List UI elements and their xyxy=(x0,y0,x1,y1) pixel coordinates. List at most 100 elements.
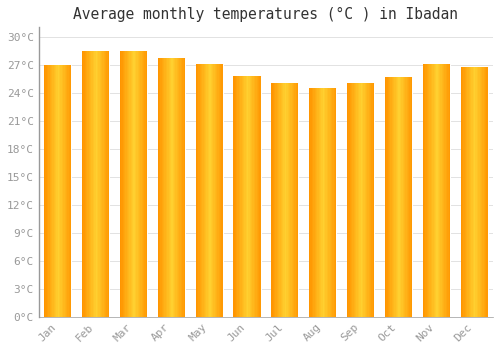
Bar xyxy=(47,65,48,317)
Bar xyxy=(234,76,236,317)
Bar xyxy=(293,83,294,317)
Bar xyxy=(56,65,58,317)
Bar xyxy=(214,64,216,317)
Bar xyxy=(184,58,185,317)
Bar xyxy=(54,65,55,317)
Bar xyxy=(134,51,135,317)
Bar xyxy=(204,64,205,317)
Bar xyxy=(82,51,109,317)
Bar xyxy=(314,88,316,317)
Bar xyxy=(206,64,208,317)
Bar xyxy=(473,68,474,317)
Bar xyxy=(55,65,56,317)
Bar xyxy=(476,68,477,317)
Bar xyxy=(390,77,392,317)
Bar xyxy=(212,64,213,317)
Bar xyxy=(278,83,280,317)
Bar xyxy=(162,58,163,317)
Bar xyxy=(402,77,404,317)
Bar xyxy=(128,51,130,317)
Bar xyxy=(296,83,297,317)
Bar xyxy=(51,65,52,317)
Bar xyxy=(143,51,144,317)
Bar xyxy=(481,68,482,317)
Bar xyxy=(356,83,358,317)
Bar xyxy=(463,68,464,317)
Title: Average monthly temperatures (°C ) in Ibadan: Average monthly temperatures (°C ) in Ib… xyxy=(74,7,458,22)
Bar xyxy=(472,68,473,317)
Bar xyxy=(139,51,140,317)
Bar xyxy=(271,83,298,317)
Bar xyxy=(174,58,176,317)
Bar xyxy=(166,58,167,317)
Bar xyxy=(474,68,476,317)
Bar xyxy=(140,51,141,317)
Bar xyxy=(120,51,121,317)
Bar xyxy=(310,88,312,317)
Bar xyxy=(48,65,50,317)
Bar xyxy=(93,51,94,317)
Bar xyxy=(289,83,290,317)
Bar xyxy=(180,58,181,317)
Bar xyxy=(242,76,243,317)
Bar xyxy=(324,88,326,317)
Bar xyxy=(434,64,435,317)
Bar xyxy=(294,83,296,317)
Bar xyxy=(354,83,355,317)
Bar xyxy=(292,83,293,317)
Bar xyxy=(330,88,331,317)
Bar xyxy=(422,64,424,317)
Bar xyxy=(464,68,466,317)
Bar xyxy=(309,88,336,317)
Bar xyxy=(146,51,147,317)
Bar xyxy=(388,77,389,317)
Bar xyxy=(44,65,72,317)
Bar xyxy=(126,51,128,317)
Bar xyxy=(368,83,370,317)
Bar xyxy=(158,58,159,317)
Bar xyxy=(196,64,197,317)
Bar xyxy=(422,64,450,317)
Bar xyxy=(246,76,247,317)
Bar xyxy=(444,64,446,317)
Bar xyxy=(122,51,124,317)
Bar xyxy=(254,76,255,317)
Bar xyxy=(68,65,70,317)
Bar xyxy=(70,65,71,317)
Bar xyxy=(436,64,438,317)
Bar xyxy=(297,83,298,317)
Bar xyxy=(486,68,488,317)
Bar xyxy=(247,76,248,317)
Bar xyxy=(448,64,450,317)
Bar xyxy=(312,88,313,317)
Bar xyxy=(89,51,90,317)
Bar xyxy=(362,83,364,317)
Bar xyxy=(328,88,330,317)
Bar xyxy=(347,83,374,317)
Bar xyxy=(104,51,105,317)
Bar xyxy=(334,88,335,317)
Bar xyxy=(439,64,440,317)
Bar xyxy=(243,76,244,317)
Bar xyxy=(251,76,252,317)
Bar xyxy=(44,65,46,317)
Bar xyxy=(163,58,164,317)
Bar xyxy=(352,83,354,317)
Bar xyxy=(478,68,480,317)
Bar xyxy=(88,51,89,317)
Bar xyxy=(398,77,400,317)
Bar xyxy=(82,51,84,317)
Bar xyxy=(393,77,394,317)
Bar xyxy=(63,65,64,317)
Bar xyxy=(96,51,97,317)
Bar xyxy=(373,83,374,317)
Bar xyxy=(94,51,96,317)
Bar xyxy=(358,83,359,317)
Bar xyxy=(236,76,238,317)
Bar xyxy=(216,64,218,317)
Bar xyxy=(181,58,182,317)
Bar xyxy=(213,64,214,317)
Bar xyxy=(170,58,172,317)
Bar xyxy=(285,83,286,317)
Bar xyxy=(258,76,260,317)
